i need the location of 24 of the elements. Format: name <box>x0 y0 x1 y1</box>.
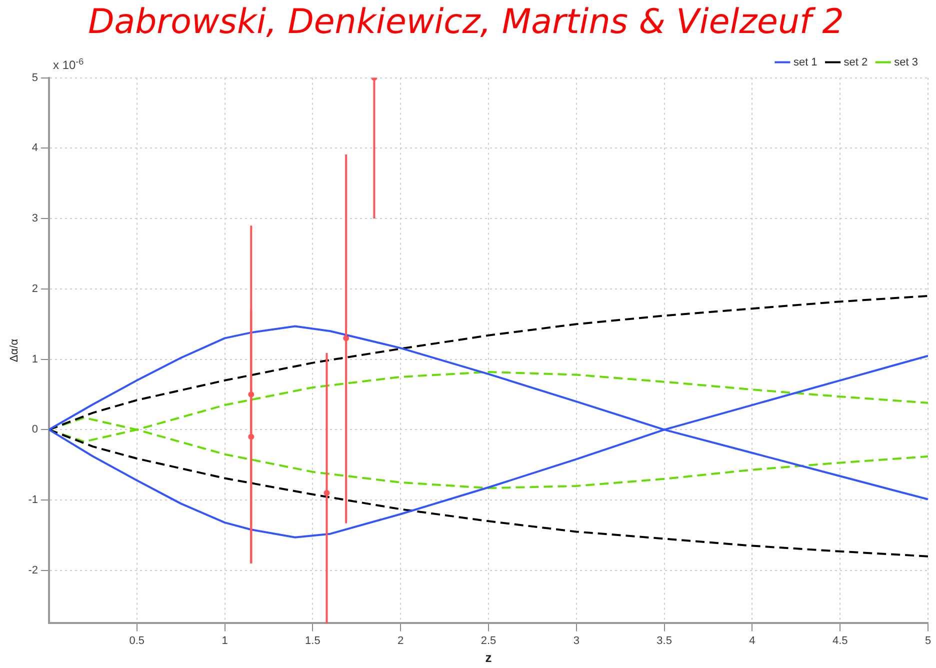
y-tick-label: 4 <box>32 142 38 154</box>
y-tick-label: -2 <box>28 564 38 576</box>
x-tick-label: 2 <box>398 634 404 647</box>
y-tick-label: 2 <box>32 282 38 295</box>
legend-label: set 3 <box>894 56 918 68</box>
x-tick-label: 1.5 <box>305 634 320 647</box>
chart-title: Dabrowski, Denkiewicz, Martins & Vielzeuf 2 <box>88 2 844 42</box>
y-axis-title: Δα/α <box>8 338 21 362</box>
y-tick-label: 3 <box>32 212 38 225</box>
x-tick-label: 4.5 <box>832 634 848 647</box>
y-tick-label: 1 <box>32 353 38 366</box>
y-tick-label: 5 <box>32 72 38 84</box>
x-tick-label: 0.5 <box>129 634 145 647</box>
x-tick-label: 3.5 <box>656 634 672 647</box>
x-tick-label: 3 <box>573 634 580 647</box>
x-tick-label: 4 <box>749 634 756 647</box>
x-axis-title: z <box>485 650 492 665</box>
x-tick-label: 2.5 <box>480 634 496 647</box>
legend-label: set 1 <box>793 56 818 68</box>
x-tick-label: 5 <box>924 634 932 647</box>
y-tick-label: -1 <box>28 494 38 506</box>
legend-label: set 2 <box>844 56 868 68</box>
y-tick-label: 0 <box>32 424 38 436</box>
x-tick-label: 1 <box>222 634 228 647</box>
